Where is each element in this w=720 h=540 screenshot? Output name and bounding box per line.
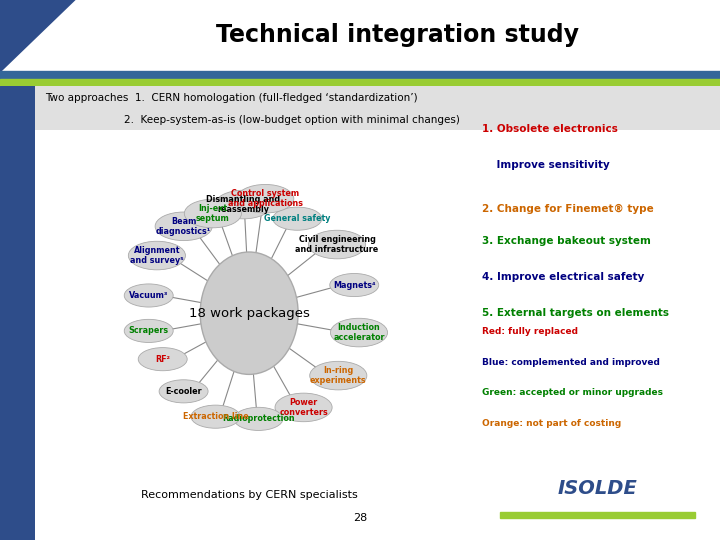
Ellipse shape (138, 348, 187, 371)
Text: Radioprotection: Radioprotection (222, 414, 294, 423)
Text: RF²: RF² (156, 355, 170, 363)
Text: Induction
accelerator: Induction accelerator (333, 323, 384, 342)
Text: Alignment
and survey⁵: Alignment and survey⁵ (130, 246, 184, 265)
Ellipse shape (234, 407, 283, 430)
Bar (0, 71, 720, 79)
Ellipse shape (125, 284, 174, 307)
Text: Improve sensitivity: Improve sensitivity (482, 160, 610, 170)
Ellipse shape (155, 212, 212, 241)
Text: Green: accepted or minor upgrades: Green: accepted or minor upgrades (482, 388, 663, 397)
Text: Civil engineering
and infrastructure: Civil engineering and infrastructure (295, 235, 379, 254)
Ellipse shape (310, 361, 367, 390)
Text: 2. Change for Finemet® type: 2. Change for Finemet® type (482, 204, 654, 214)
Ellipse shape (237, 185, 294, 213)
Ellipse shape (273, 207, 322, 230)
Text: E-cooler: E-cooler (166, 387, 202, 396)
Text: General safety: General safety (264, 214, 330, 223)
Text: 3. Exchange bakeout system: 3. Exchange bakeout system (482, 236, 651, 246)
Text: Two approaches  1.  CERN homologation (full-fledged ‘standardization’): Two approaches 1. CERN homologation (ful… (45, 93, 418, 104)
Text: Red: fully replaced: Red: fully replaced (482, 327, 578, 336)
Text: 18 work packages: 18 work packages (189, 307, 310, 320)
Text: Vacuum³: Vacuum³ (129, 291, 168, 300)
Text: Magnets⁴: Magnets⁴ (333, 281, 376, 289)
Text: Extraction line: Extraction line (183, 412, 248, 421)
Ellipse shape (125, 319, 174, 342)
Text: Orange: not part of costing: Orange: not part of costing (482, 420, 621, 428)
Ellipse shape (330, 318, 387, 347)
Text: Scrapers: Scrapers (129, 326, 168, 335)
Ellipse shape (275, 393, 332, 422)
Ellipse shape (330, 273, 379, 296)
Text: 28: 28 (353, 514, 367, 523)
Ellipse shape (215, 190, 272, 219)
Text: 1. Obsolete electronics: 1. Obsolete electronics (482, 124, 618, 134)
Ellipse shape (159, 380, 208, 403)
Polygon shape (0, 0, 76, 73)
Ellipse shape (191, 405, 240, 428)
Ellipse shape (128, 241, 186, 270)
Text: 2.  Keep-system-as-is (low-budget option with minimal changes): 2. Keep-system-as-is (low-budget option … (124, 115, 459, 125)
Text: Control system
and applications: Control system and applications (228, 189, 302, 208)
Text: 4. Improve electrical safety: 4. Improve electrical safety (482, 272, 644, 282)
Text: In-ring
experiments: In-ring experiments (310, 366, 366, 386)
Ellipse shape (200, 252, 298, 374)
Text: Technical integration study: Technical integration study (216, 23, 580, 47)
Text: 5. External targets on elements: 5. External targets on elements (482, 308, 669, 318)
Bar (0, 79, 720, 86)
Ellipse shape (308, 230, 366, 259)
Text: Blue: complemented and improved: Blue: complemented and improved (482, 357, 660, 367)
Text: Inj-ext
septum: Inj-ext septum (196, 204, 230, 223)
Ellipse shape (184, 199, 241, 228)
Text: Recommendations by CERN specialists: Recommendations by CERN specialists (141, 490, 358, 500)
Bar (500, 512, 695, 518)
Text: ISOLDE: ISOLDE (558, 479, 637, 498)
Text: Dismantling and
reassembly: Dismantling and reassembly (207, 195, 281, 214)
Text: Power
converters: Power converters (279, 398, 328, 417)
Text: Beam
diagnostics¹: Beam diagnostics¹ (156, 217, 211, 236)
